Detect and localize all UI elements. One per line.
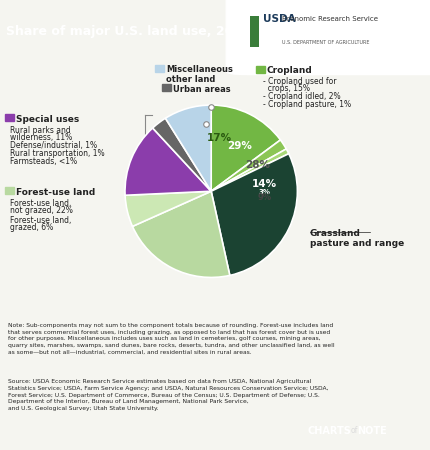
Text: 3%: 3% bbox=[258, 189, 270, 195]
Text: Grassland
pasture and range: Grassland pasture and range bbox=[309, 229, 403, 248]
Wedge shape bbox=[152, 118, 211, 191]
Text: Note: Sub-components may not sum to the component totals because of rounding. Fo: Note: Sub-components may not sum to the … bbox=[8, 323, 334, 355]
Wedge shape bbox=[211, 154, 297, 275]
Bar bbox=[155, 65, 164, 72]
Wedge shape bbox=[132, 191, 229, 278]
Wedge shape bbox=[165, 105, 211, 191]
Wedge shape bbox=[211, 140, 286, 191]
Text: of: of bbox=[350, 427, 357, 436]
Text: Special uses: Special uses bbox=[16, 115, 79, 124]
Wedge shape bbox=[211, 149, 288, 191]
Text: 29%: 29% bbox=[227, 141, 252, 151]
Text: Share of major U.S. land use, 2017: Share of major U.S. land use, 2017 bbox=[6, 25, 251, 37]
Text: Defense/industrial, 1%: Defense/industrial, 1% bbox=[10, 141, 97, 150]
Text: grazed, 6%: grazed, 6% bbox=[10, 223, 53, 232]
Text: Miscellaneous
other land: Miscellaneous other land bbox=[166, 65, 232, 84]
Text: Rural parks and: Rural parks and bbox=[10, 126, 71, 135]
FancyBboxPatch shape bbox=[226, 0, 430, 75]
Text: U.S. DEPARTMENT OF AGRICULTURE: U.S. DEPARTMENT OF AGRICULTURE bbox=[282, 40, 369, 45]
Text: crops, 15%: crops, 15% bbox=[262, 84, 309, 93]
Bar bbox=[255, 66, 264, 73]
Text: 17%: 17% bbox=[206, 134, 232, 144]
Wedge shape bbox=[211, 105, 280, 191]
Bar bbox=[5, 187, 14, 194]
Text: not grazed, 22%: not grazed, 22% bbox=[10, 206, 73, 215]
Text: NOTE: NOTE bbox=[356, 426, 386, 436]
Text: - Cropland idled, 2%: - Cropland idled, 2% bbox=[262, 92, 340, 101]
Bar bbox=[249, 16, 259, 47]
Text: - Cropland pasture, 1%: - Cropland pasture, 1% bbox=[262, 100, 350, 109]
Text: Cropland: Cropland bbox=[266, 66, 312, 75]
Text: Economic Research Service: Economic Research Service bbox=[282, 16, 378, 22]
Text: CHARTS: CHARTS bbox=[307, 426, 351, 436]
Text: Forest-use land: Forest-use land bbox=[16, 188, 95, 197]
Wedge shape bbox=[125, 128, 211, 195]
Text: Forest-use land,: Forest-use land, bbox=[10, 216, 71, 225]
Bar bbox=[5, 114, 14, 121]
Bar bbox=[162, 84, 171, 91]
Text: - Cropland used for: - Cropland used for bbox=[262, 77, 336, 86]
Text: 28%: 28% bbox=[245, 160, 270, 171]
Text: Farmsteads, <1%: Farmsteads, <1% bbox=[10, 157, 77, 166]
Text: USDA: USDA bbox=[262, 14, 295, 24]
Wedge shape bbox=[125, 191, 211, 226]
Text: 9%: 9% bbox=[257, 193, 271, 202]
Text: Urban areas: Urban areas bbox=[172, 85, 230, 94]
Text: Forest-use land,: Forest-use land, bbox=[10, 199, 71, 208]
Text: Source: USDA Economic Research Service estimates based on data from USDA, Nation: Source: USDA Economic Research Service e… bbox=[8, 379, 328, 411]
Text: 14%: 14% bbox=[251, 179, 276, 189]
Text: Rural transportation, 1%: Rural transportation, 1% bbox=[10, 149, 104, 158]
Text: wilderness, 11%: wilderness, 11% bbox=[10, 133, 72, 142]
